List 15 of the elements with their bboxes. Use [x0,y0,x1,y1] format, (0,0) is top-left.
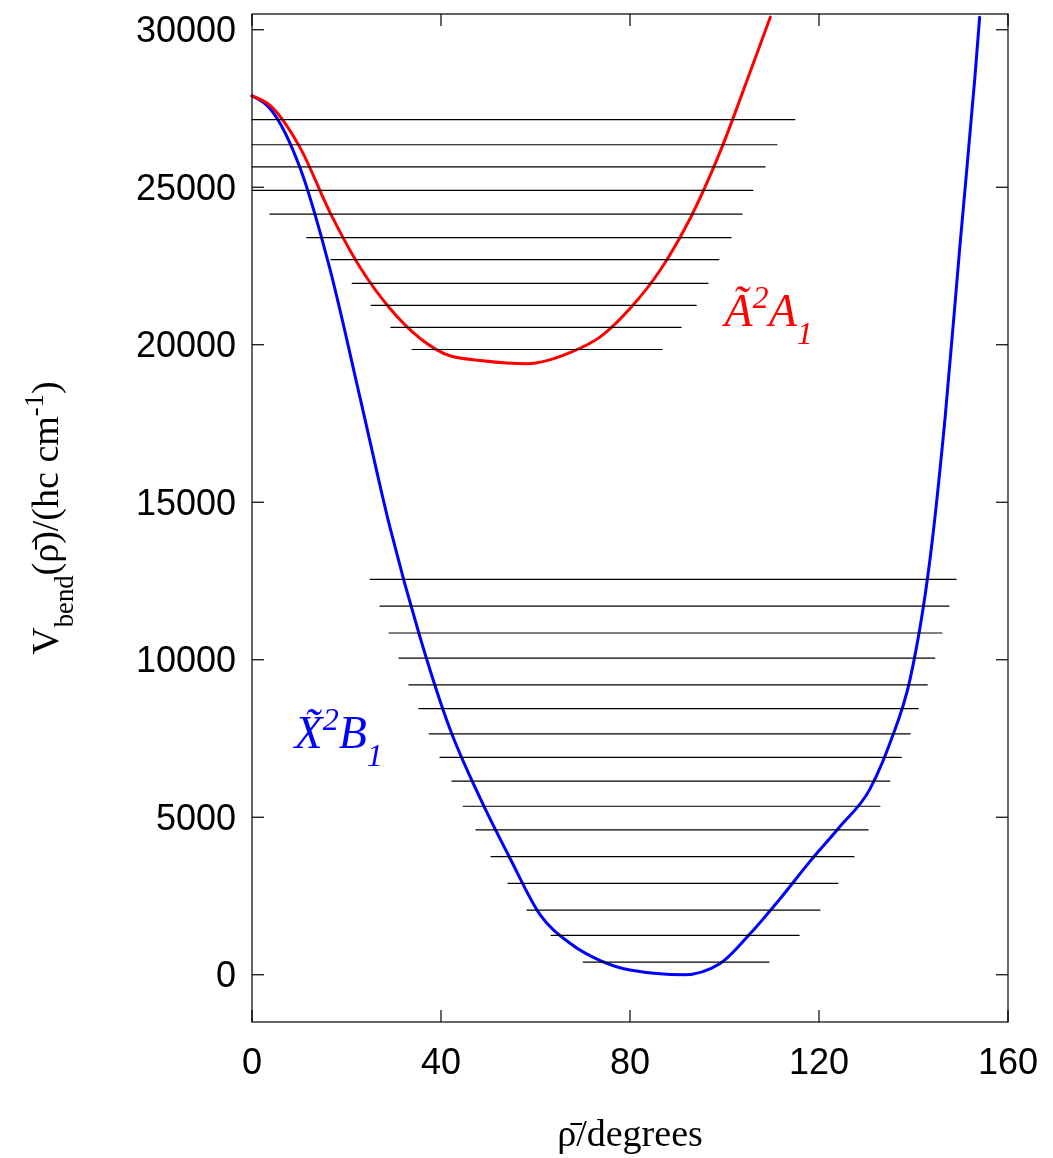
y-tick-label: 20000 [135,324,236,366]
x-tick-label: 120 [788,1041,850,1082]
x-tick-label: 0 [241,1041,263,1082]
series-label: X̃$^{2}$B$_{1}$ [292,700,383,773]
x-tick-label: 160 [977,1041,1039,1082]
x-tick-label: 40 [420,1041,462,1082]
y-tick-label: 10000 [135,639,236,681]
x-tick-label: 80 [609,1041,651,1082]
y-tick-label: 5000 [155,796,236,838]
y-tick-label: 30000 [135,9,236,51]
y-tick-label: 15000 [135,481,236,523]
y-tick-label: 25000 [135,166,236,208]
series-label: Ã$^{2}$A$_{1}$ [721,278,813,351]
x-axis-title: ρ̄/degrees [557,1112,703,1154]
y-tick-label: 0 [215,954,236,996]
